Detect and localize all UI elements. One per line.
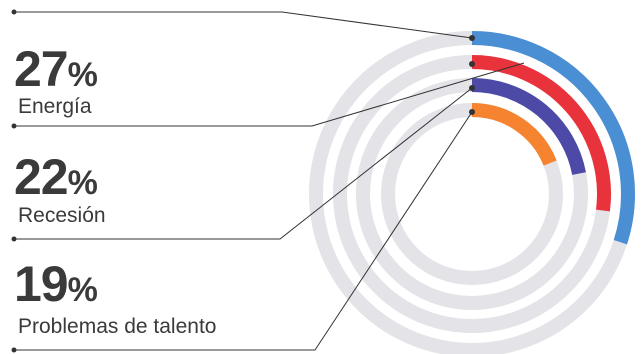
stat-talento: 19%: [14, 259, 98, 309]
label-talento: Problemas de talento: [18, 315, 217, 338]
stat-talento-percent-sign: %: [67, 271, 98, 309]
stat-talento-value: 19: [14, 256, 69, 312]
label-recesion: Recesión: [18, 204, 106, 227]
leader-end-dot-recesion: [469, 85, 475, 91]
ring-arcs: [471, 31, 635, 245]
leader-line-outer: [14, 11, 473, 39]
leader-line-recesion: [14, 87, 473, 240]
leader-start-dot-talento: [11, 347, 17, 353]
stat-recesion: 22%: [14, 152, 98, 202]
ring-arc-recesion: [471, 78, 586, 176]
leader-start-dot-recesion: [11, 236, 17, 242]
leader-line-talento: [14, 111, 473, 351]
stat-recesion-value: 22: [14, 149, 69, 205]
stat-energia-percent-sign: %: [67, 56, 98, 94]
stat-energia: 27%: [14, 44, 98, 94]
stat-energia-value: 27: [14, 41, 69, 97]
label-energia: Energía: [18, 95, 92, 118]
ring-arc-outer: [471, 31, 635, 245]
leader-line-energia: [14, 62, 525, 127]
leader-start-dot-energia: [11, 123, 17, 129]
leader-start-dot-outer: [11, 9, 17, 15]
stat-recesion-percent-sign: %: [67, 164, 98, 202]
leader-end-dot-energia: [469, 61, 475, 67]
leader-end-dot-talento: [469, 109, 475, 115]
leader-lines: [11, 9, 525, 353]
leader-end-dot-outer: [469, 35, 475, 41]
ring-arc-talento: [471, 103, 557, 166]
ring-arc-energia: [471, 55, 611, 212]
